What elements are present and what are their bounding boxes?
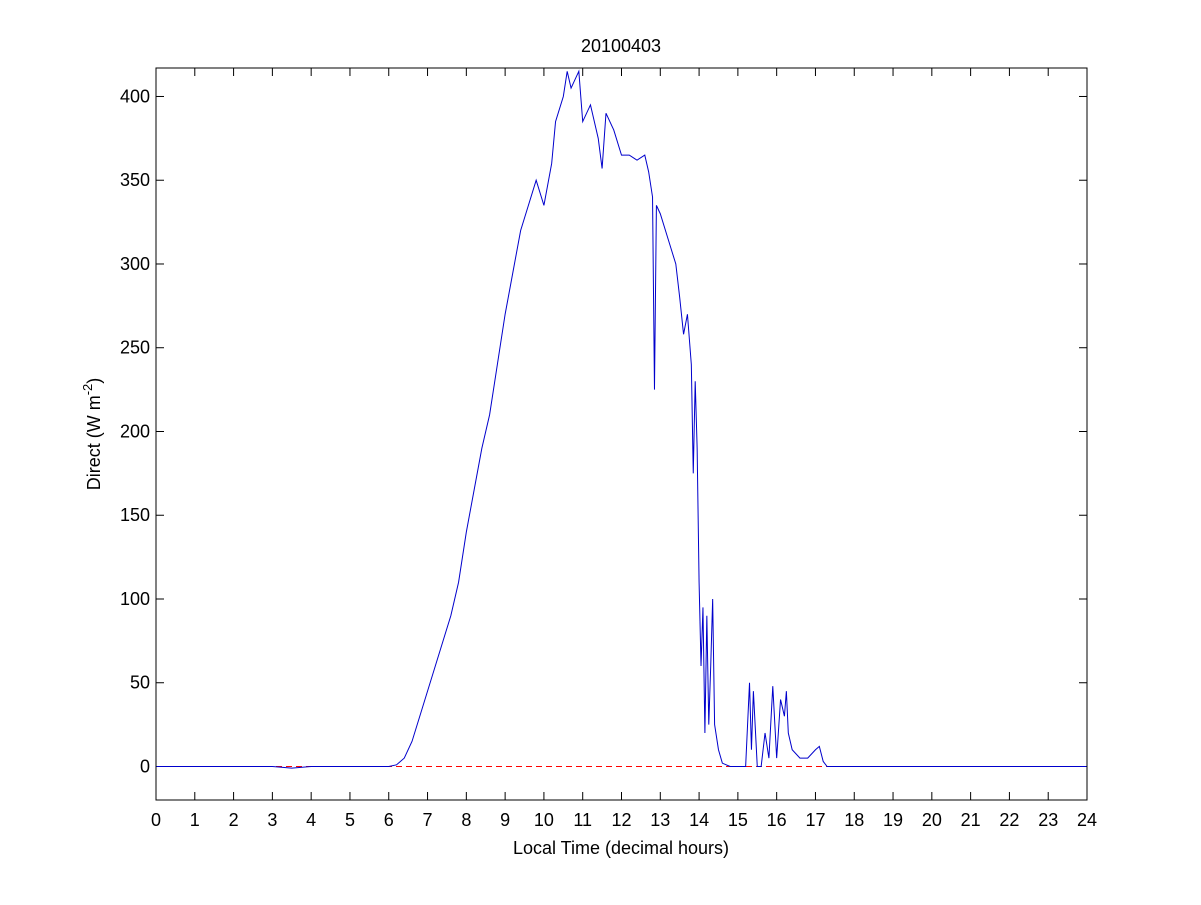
x-tick-label: 7 — [423, 810, 433, 830]
x-tick-label: 17 — [805, 810, 825, 830]
x-tick-label: 11 — [573, 810, 592, 830]
x-tick-label: 22 — [999, 810, 1019, 830]
y-axis-label-text: ) — [84, 378, 104, 384]
x-axis-label: Local Time (decimal hours) — [513, 838, 729, 858]
x-tick-label: 5 — [345, 810, 355, 830]
x-tick-label: 24 — [1077, 810, 1097, 830]
x-tick-label: 14 — [689, 810, 709, 830]
x-tick-label: 4 — [306, 810, 316, 830]
x-tick-label: 3 — [267, 810, 277, 830]
x-tick-label: 10 — [534, 810, 554, 830]
x-tick-label: 6 — [384, 810, 394, 830]
x-tick-label: 9 — [500, 810, 510, 830]
plot-area: 0 1 2 3 4 5 6 7 8 9 10 11 12 13 14 15 16 17 18 19 20 21 22 23 24… — [120, 68, 1097, 830]
y-axis-label-superscript: -2 — [80, 384, 95, 396]
y-tick-label: 200 — [120, 421, 150, 441]
x-tick-label: 18 — [844, 810, 864, 830]
y-tick-label: 400 — [120, 86, 150, 106]
y-tick-label: 250 — [120, 338, 150, 358]
x-tick-label: 13 — [650, 810, 670, 830]
x-tick-label: 1 — [190, 810, 200, 830]
x-tick-label: 16 — [767, 810, 787, 830]
axes-box — [155, 67, 1088, 801]
x-tick-label: 21 — [961, 810, 981, 830]
x-tick-label: 8 — [461, 810, 471, 830]
y-tick-label: 0 — [140, 756, 150, 776]
chart-title: 20100403 — [581, 36, 661, 56]
x-tick-label: 19 — [883, 810, 903, 830]
x-tick-label: 15 — [728, 810, 748, 830]
y-tick-label: 300 — [120, 254, 150, 274]
x-tick-label: 12 — [611, 810, 631, 830]
y-axis-label-text: Direct (W m — [84, 395, 104, 490]
y-axis-label: Direct (W m-2) — [80, 378, 104, 491]
data-line — [156, 69, 1087, 769]
x-tick-label: 20 — [922, 810, 942, 830]
y-tick-label: 150 — [120, 505, 150, 525]
x-tick-label: 2 — [229, 810, 239, 830]
y-tick-label: 50 — [130, 673, 150, 693]
y-tick-label: 100 — [120, 589, 150, 609]
x-tick-label: 23 — [1038, 810, 1058, 830]
y-tick-label: 350 — [120, 170, 150, 190]
x-tick-label: 0 — [151, 810, 161, 830]
